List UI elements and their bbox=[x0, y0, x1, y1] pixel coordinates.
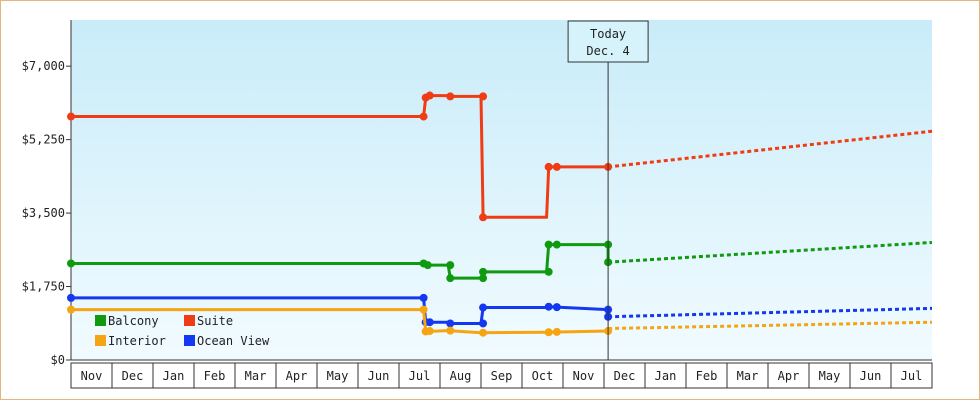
data-point bbox=[67, 112, 75, 121]
forecast-line bbox=[608, 320, 933, 331]
data-point bbox=[425, 327, 434, 336]
series-layer bbox=[67, 91, 933, 337]
x-tick-label: Nov bbox=[573, 369, 595, 383]
data-point bbox=[544, 302, 553, 311]
y-tick-label: $0 bbox=[51, 353, 65, 367]
x-tick-label: Dec bbox=[614, 369, 636, 383]
data-point bbox=[544, 240, 553, 249]
data-point bbox=[544, 162, 553, 171]
legend-swatch bbox=[95, 335, 106, 346]
legend-label: Suite bbox=[197, 314, 233, 328]
x-tick-label: Apr bbox=[286, 369, 308, 383]
x-tick-label: Dec bbox=[122, 369, 144, 383]
data-point bbox=[67, 259, 75, 268]
x-tick-label: May bbox=[819, 369, 841, 383]
data-point bbox=[544, 267, 553, 276]
data-point bbox=[419, 112, 428, 121]
data-point bbox=[446, 261, 455, 270]
y-tick-label: $5,250 bbox=[22, 133, 65, 147]
forecast-line bbox=[608, 306, 933, 319]
x-tick-label: Jan bbox=[655, 369, 677, 383]
x-tick-label: Sep bbox=[491, 369, 513, 383]
series-balcony bbox=[67, 240, 933, 283]
legend-swatch bbox=[95, 315, 106, 326]
x-tick-label: Feb bbox=[204, 369, 226, 383]
plot-background bbox=[71, 20, 932, 360]
data-point bbox=[479, 274, 488, 283]
x-tick-label: Mar bbox=[245, 369, 267, 383]
legend-label: Balcony bbox=[108, 314, 159, 328]
x-tick-label: Nov bbox=[81, 369, 103, 383]
x-tick-label: Jun bbox=[860, 369, 882, 383]
y-axis: $0 $1,750 $3,500 $5,250 $7,000 bbox=[22, 20, 72, 367]
data-point bbox=[552, 240, 561, 249]
x-axis: Nov Dec Jan Feb Mar Apr May Jun Jul Aug Sep Oct Nov D… bbox=[70, 359, 933, 389]
forecast-line bbox=[608, 240, 933, 264]
data-point bbox=[419, 293, 428, 302]
data-point bbox=[446, 319, 455, 328]
data-point bbox=[479, 213, 488, 222]
legend-swatch bbox=[184, 335, 195, 346]
x-tick-label: Oct bbox=[532, 369, 554, 383]
series-suite bbox=[67, 91, 933, 222]
data-point bbox=[479, 328, 488, 337]
series-interior bbox=[67, 305, 933, 337]
x-tick-label: May bbox=[327, 369, 349, 383]
data-point bbox=[419, 305, 428, 314]
data-point bbox=[479, 319, 488, 328]
x-tick-label: Jan bbox=[163, 369, 185, 383]
data-point bbox=[552, 303, 561, 312]
data-point bbox=[67, 293, 75, 302]
y-tick-label: $1,750 bbox=[22, 280, 65, 294]
data-point bbox=[425, 91, 434, 100]
x-tick-label: Feb bbox=[696, 369, 718, 383]
x-tick-label: Mar bbox=[737, 369, 759, 383]
x-tick-label: Jul bbox=[409, 369, 431, 383]
data-point bbox=[479, 303, 488, 312]
x-tick-label: Apr bbox=[778, 369, 800, 383]
legend-label: Interior bbox=[108, 334, 166, 348]
y-tick-label: $7,000 bbox=[22, 59, 65, 73]
today-label: Today bbox=[590, 27, 626, 41]
data-point bbox=[425, 318, 434, 327]
x-axis-band bbox=[70, 362, 933, 389]
legend-label: Ocean View bbox=[197, 334, 270, 348]
data-point bbox=[446, 92, 455, 101]
today-date: Dec. 4 bbox=[586, 44, 629, 58]
data-point bbox=[544, 328, 553, 337]
data-point bbox=[446, 326, 455, 335]
legend: Balcony Suite Interior Ocean View bbox=[95, 314, 270, 348]
today-box bbox=[567, 20, 649, 63]
data-point bbox=[423, 261, 432, 270]
x-tick-label: Jun bbox=[368, 369, 390, 383]
forecast-line bbox=[607, 129, 933, 169]
x-tick-label: Aug bbox=[450, 369, 472, 383]
data-point bbox=[446, 274, 455, 283]
legend-swatch bbox=[184, 315, 195, 326]
y-tick-label: $3,500 bbox=[22, 206, 65, 220]
today-marker: Today Dec. 4 bbox=[567, 20, 649, 360]
data-point bbox=[479, 267, 488, 276]
data-point bbox=[552, 162, 561, 171]
data-point bbox=[552, 327, 561, 336]
data-point bbox=[67, 305, 75, 314]
x-tick-label: Jul bbox=[901, 369, 923, 383]
data-point bbox=[479, 92, 488, 101]
